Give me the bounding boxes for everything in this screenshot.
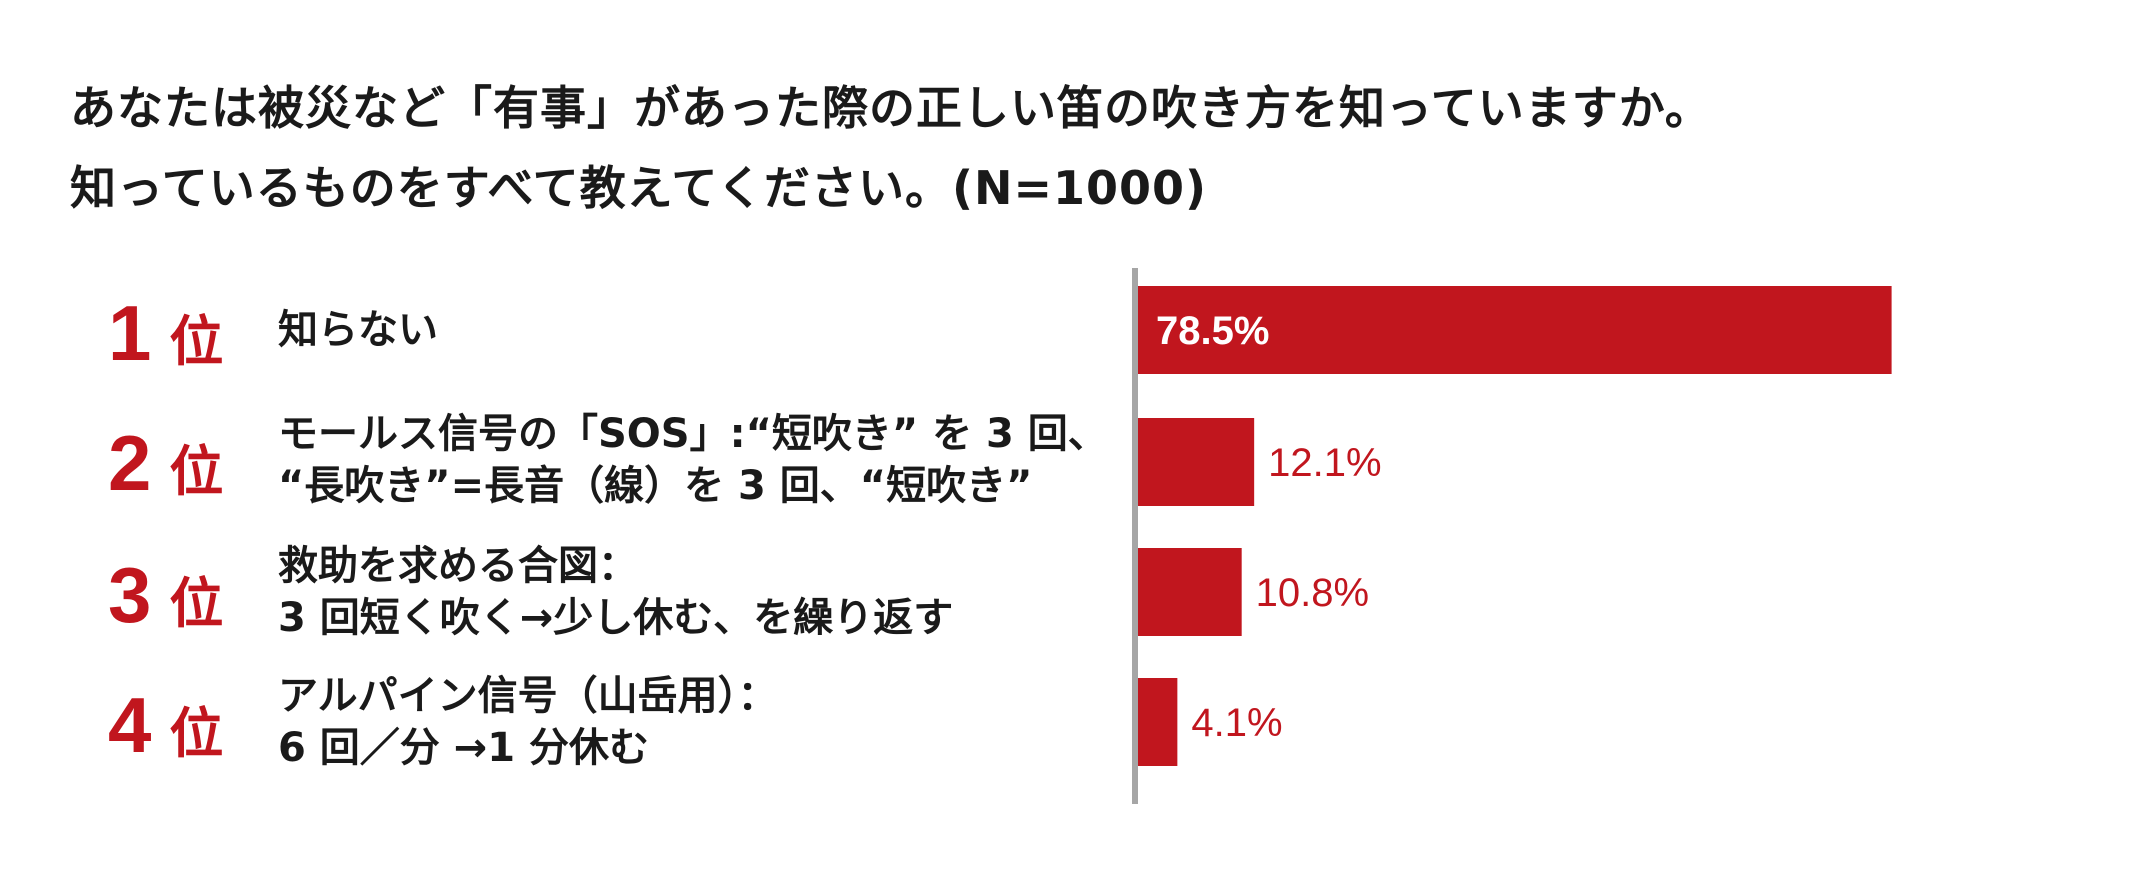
category-label: モールス信号の「SOS」:“短吹き” を 3 回、 “長吹き”=長音（線）を 3…: [278, 408, 1108, 512]
category-label-line: “長吹き”=長音（線）を 3 回、“短吹き”: [278, 463, 1033, 509]
category-label-line: 3 回短く吹く→少し休む、を繰り返す: [278, 595, 954, 641]
category-label-line: 6 回／分 →1 分休む: [278, 725, 649, 771]
rank-suffix: 位: [169, 572, 224, 635]
bar-value-label-1: 78.5%: [1156, 309, 1269, 353]
rank-number: 2: [108, 419, 152, 507]
title-line-1: あなたは被災など「有事」があった際の正しい笛の吹き方を知っていますか。: [70, 81, 1712, 135]
category-label-line: アルパイン信号（山岳用）：: [278, 673, 778, 719]
category-label: アルパイン信号（山岳用）： 6 回／分 →1 分休む: [278, 670, 778, 774]
bar-3: [1138, 548, 1242, 636]
value-axis-line: [1132, 268, 1138, 804]
title-line-2: 知っているものをすべて教えてください。(N=1000): [70, 161, 1208, 215]
rank-number: 3: [108, 551, 152, 639]
category-label-line: 救助を求める合図：: [278, 543, 638, 589]
bar-1: [1138, 286, 1892, 374]
category-label: 知らない: [278, 304, 438, 356]
rank-suffix: 位: [169, 702, 224, 765]
rank-suffix: 位: [169, 440, 224, 503]
category-label-line: モールス信号の「SOS」:“短吹き” を 3 回、: [278, 411, 1108, 457]
bar-value-label-2: 12.1%: [1268, 441, 1381, 485]
category-label: 救助を求める合図： 3 回短く吹く→少し休む、を繰り返す: [278, 540, 953, 644]
bar-value-label-4: 4.1%: [1191, 701, 1282, 745]
category-label-line: 知らない: [278, 307, 438, 353]
rank-suffix: 位: [169, 310, 224, 373]
bar-2: [1138, 418, 1255, 506]
chart-title: あなたは被災など「有事」があった際の正しい笛の吹き方を知っていますか。 知ってい…: [70, 68, 2050, 228]
bar-value-label-3: 10.8%: [1256, 571, 1369, 615]
bar-4: [1138, 678, 1178, 766]
rank-number: 4: [108, 681, 152, 769]
rank-number: 1: [108, 289, 152, 377]
